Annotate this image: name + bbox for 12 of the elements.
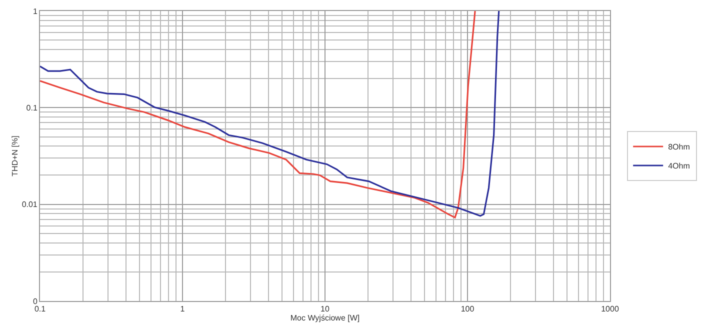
y-tick-label: 0.1 bbox=[26, 103, 38, 112]
y-tick-label: 1 bbox=[32, 6, 38, 16]
y-axis-title: THD+N [%] bbox=[10, 136, 20, 176]
y-tick-label: 0.01 bbox=[22, 200, 38, 210]
x-tick-label: 10 bbox=[320, 304, 330, 314]
y-tick-label: 0 bbox=[32, 296, 38, 306]
legend-label: 4Ohm bbox=[668, 162, 690, 171]
legend-label: 8Ohm bbox=[668, 142, 690, 152]
x-tick-label: 100 bbox=[460, 304, 475, 314]
x-tick-label: 1000 bbox=[601, 304, 620, 314]
x-tick-label: 1 bbox=[180, 304, 186, 314]
x-axis-title: Moc Wyjściowe [W] bbox=[290, 314, 360, 323]
